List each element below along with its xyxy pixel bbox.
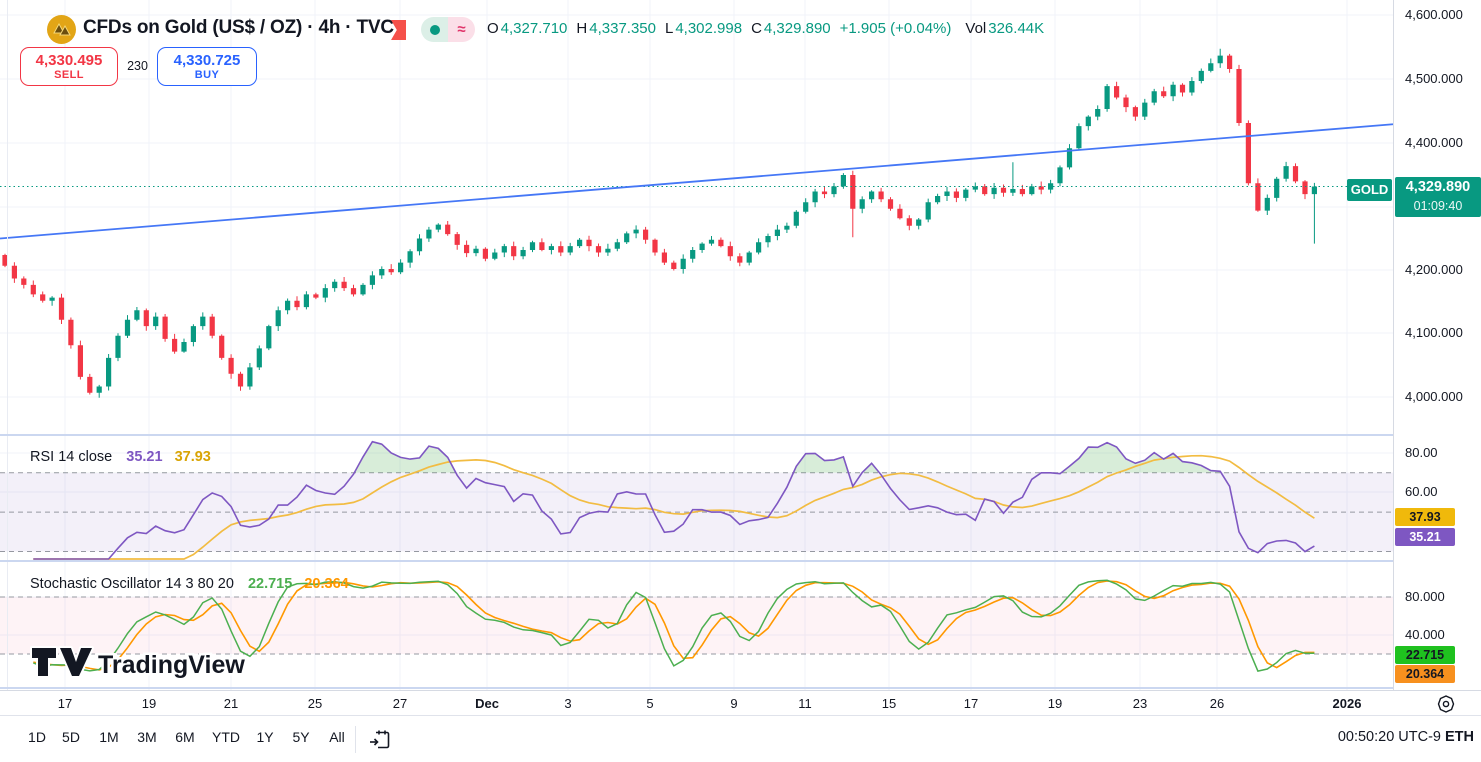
stoch-value-badge: 20.364 xyxy=(1395,665,1455,683)
flag-icon[interactable] xyxy=(391,20,406,40)
session-toggle[interactable]: ETH xyxy=(1445,729,1474,745)
overlay-lines xyxy=(0,123,1394,240)
watermark-text: TradingView xyxy=(98,651,245,679)
rsi-title: RSI 14 close xyxy=(30,449,113,465)
ohlc-letter: H xyxy=(576,20,588,37)
stoch-d-value: 20.364 xyxy=(304,576,349,592)
time-axis-label: 17 xyxy=(57,696,73,711)
price-axis-label: 4,200.000 xyxy=(1405,262,1463,277)
rsi-value-badge: 37.93 xyxy=(1395,508,1455,526)
ohlc-letter: L xyxy=(664,20,674,37)
time-axis-label: 26 xyxy=(1209,696,1225,711)
last-price: 4,329.890 xyxy=(1405,179,1471,195)
time-axis-label: Dec xyxy=(475,696,499,711)
left-pane-border xyxy=(7,0,8,762)
stoch-title: Stochastic Oscillator 14 3 80 20 xyxy=(30,576,234,592)
go-to-date-icon[interactable] xyxy=(368,728,392,752)
change-value: +1.905 (+0.04%) xyxy=(839,20,952,37)
sell-price: 4,330.495 xyxy=(35,51,103,69)
range-button-1d[interactable]: 1D xyxy=(28,729,46,745)
range-button-all[interactable]: All xyxy=(329,729,345,745)
price-axis-label: 4,500.000 xyxy=(1405,71,1463,86)
range-button-3m[interactable]: 3M xyxy=(137,729,157,745)
stoch-k-value: 22.715 xyxy=(247,576,293,592)
time-axis-label: 25 xyxy=(307,696,323,711)
range-button-5y[interactable]: 5Y xyxy=(292,729,310,745)
pane-separator-rsi-stoch[interactable] xyxy=(0,560,1481,562)
rsi-title-row[interactable]: RSI 14 close 35.21 37.93 xyxy=(30,449,219,465)
spread-value: 230 xyxy=(127,59,148,73)
buy-price: 4,330.725 xyxy=(173,51,241,69)
time-axis-label: 15 xyxy=(881,696,897,711)
indicator-curves xyxy=(33,440,1315,672)
buy-button[interactable]: 4,330.725 BUY xyxy=(157,47,257,86)
stoch-title-row[interactable]: Stochastic Oscillator 14 3 80 20 22.715 … xyxy=(30,576,357,592)
rsi-value-badge: 35.21 xyxy=(1395,528,1455,546)
time-axis[interactable]: 17 19 21 25 27 Dec 3 5 9 11 15 17 19 23 26 2026 xyxy=(0,690,1481,715)
volume-label: Vol xyxy=(965,20,987,37)
time-axis-label: 27 xyxy=(392,696,408,711)
market-status-pill[interactable]: ≈ xyxy=(421,17,475,42)
time-axis-label: 11 xyxy=(798,696,812,711)
volume-value: 326.44K xyxy=(988,20,1045,37)
time-axis-label: 19 xyxy=(141,696,157,711)
stoch-axis-label: 80.000 xyxy=(1405,589,1445,604)
ohlc-letter: O xyxy=(487,20,499,37)
time-axis-label: 23 xyxy=(1132,696,1148,711)
indicator-bands xyxy=(0,472,1393,655)
price-axis-label: 4,100.000 xyxy=(1405,325,1463,340)
symbol-title[interactable]: CFDs on Gold (US$ / OZ) · 4h · TVC xyxy=(83,17,394,38)
price-axis-label: 4,400.000 xyxy=(1405,135,1463,150)
price-axis-label: 4,000.000 xyxy=(1405,389,1463,404)
stoch-axis-label: 40.000 xyxy=(1405,627,1445,642)
clock-timezone[interactable]: 00:50:20 UTC-9 xyxy=(1337,729,1441,745)
price-axis-label: 4,600.000 xyxy=(1405,7,1463,22)
time-axis-label: 3 xyxy=(564,696,572,711)
price-axis[interactable]: 4,329.890 01:09:40 4,600.000 4,500.000 4,4… xyxy=(1393,0,1481,690)
market-dot-icon xyxy=(429,24,440,35)
ohlc-letter: C xyxy=(751,20,762,37)
stoch-value-badge: 22.715 xyxy=(1395,646,1455,664)
candlestick-series xyxy=(2,48,1317,398)
rsi-axis-label: 80.00 xyxy=(1405,445,1438,460)
bar-countdown: 01:09:40 xyxy=(1413,199,1463,213)
pane-separator-main-rsi[interactable] xyxy=(0,434,1481,436)
range-button-1y[interactable]: 1Y xyxy=(256,729,274,745)
ohlc-readout: O 4,327.710 H 4,337.350 L 4,302.998 C 4,329.890… xyxy=(487,20,1053,37)
range-button-6m[interactable]: 6M xyxy=(175,729,195,745)
tradingview-logo: TradingView xyxy=(30,646,248,682)
buy-label: BUY xyxy=(194,68,220,81)
ohlc-value: 4,337.350 xyxy=(589,20,656,37)
ohlc-value: 4,327.710 xyxy=(500,20,568,37)
time-axis-label: 2026 xyxy=(1332,696,1362,711)
ohlc-value: 4,302.998 xyxy=(675,20,743,37)
rsi-value: 35.21 xyxy=(126,449,163,465)
time-axis-label: 19 xyxy=(1047,696,1063,711)
time-axis-label: 17 xyxy=(963,696,979,711)
time-axis-label: 21 xyxy=(223,696,239,711)
range-button-1m[interactable]: 1M xyxy=(99,729,119,745)
gold-coin-icon xyxy=(47,15,76,44)
time-axis-label: 5 xyxy=(646,696,654,711)
rsi-ma-value: 37.93 xyxy=(174,449,211,465)
rsi-axis-label: 60.00 xyxy=(1405,484,1438,499)
ohlc-value: 4,329.890 xyxy=(763,20,831,37)
pane-separator-stoch-axis xyxy=(0,687,1481,689)
bottom-toolbar: 00:50:20 UTC-9 ETH 1D 5D 1M 3M 6M YTD 1Y 5Y All xyxy=(0,715,1481,762)
range-button-ytd[interactable]: YTD xyxy=(212,729,240,745)
symbol-price-flag: GOLD xyxy=(1347,179,1392,201)
sell-button[interactable]: 4,330.495 SELL xyxy=(20,47,118,86)
sell-label: SELL xyxy=(54,68,84,81)
toolbar-divider xyxy=(355,726,356,753)
delayed-data-icon: ≈ xyxy=(457,20,466,38)
last-price-tag: 4,329.890 01:09:40 xyxy=(1395,177,1481,217)
range-button-5d[interactable]: 5D xyxy=(62,729,80,745)
time-axis-label: 9 xyxy=(730,696,738,711)
timezone-settings-icon[interactable] xyxy=(1436,694,1456,714)
